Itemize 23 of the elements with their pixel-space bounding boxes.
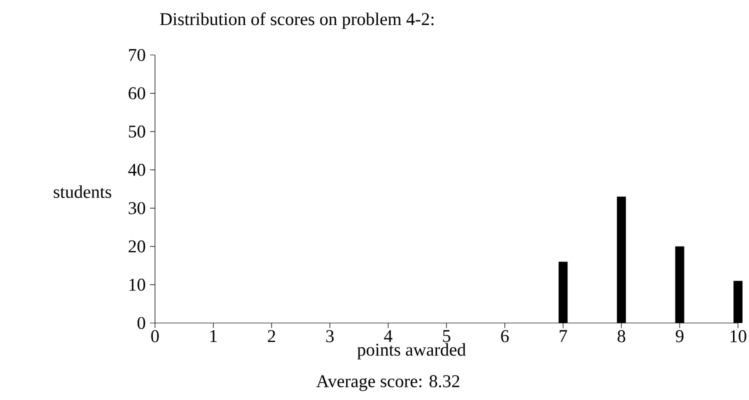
x-tick-label: 2 xyxy=(268,330,276,342)
text: Average score: 8.32 xyxy=(316,375,460,391)
y-tick-label: 10 xyxy=(129,278,146,291)
y-axis-title: students xyxy=(54,185,112,198)
y-tick-label: 40 xyxy=(128,164,146,176)
y-tick-label: 70 xyxy=(129,48,146,62)
x-tick-label: 5 xyxy=(443,330,450,342)
y-tick-label: 50 xyxy=(128,126,146,138)
y-tick-label: 0 xyxy=(138,316,146,330)
x-tick-label: 0 xyxy=(151,330,159,342)
y-tick-label: 20 xyxy=(128,240,146,252)
x-tick-label: 10 xyxy=(730,330,746,342)
x-tick-label: 6 xyxy=(501,330,509,342)
x-tick-label: 8 xyxy=(618,330,626,342)
y-tick-label: 30 xyxy=(128,202,146,214)
x-tick-label: 4 xyxy=(384,330,392,342)
x-tick-label: 3 xyxy=(326,330,334,342)
x-tick-label: 9 xyxy=(676,330,684,342)
x-axis-title: points awarded xyxy=(357,343,466,360)
chart-title: Distribution of scores on problem 4-2: xyxy=(160,12,434,29)
x-tick-label: 7 xyxy=(560,330,568,342)
y-tick-label: 60 xyxy=(128,87,146,100)
x-tick-label: 1 xyxy=(210,330,217,342)
